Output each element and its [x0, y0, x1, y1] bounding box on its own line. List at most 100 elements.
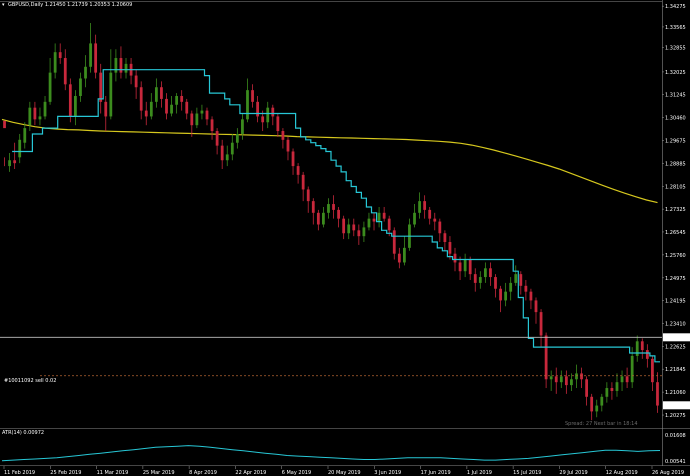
time-tick-label: 15 Jul 2019: [513, 470, 541, 476]
candle-body: [382, 212, 386, 219]
candle-body: [519, 274, 523, 286]
window-menu-icon[interactable]: ▾: [2, 2, 5, 8]
price-tick-label: 1.29675: [665, 139, 686, 145]
candle-body: [144, 110, 148, 117]
candle-body: [580, 373, 583, 380]
candle-body: [286, 139, 290, 152]
candle-body: [99, 72, 103, 102]
candle-body: [180, 95, 184, 102]
candle-body: [301, 174, 305, 190]
candle-body: [413, 212, 416, 225]
candle-body: [175, 95, 179, 105]
current-price-badge: 1.20609: [663, 401, 690, 410]
candle-body: [570, 379, 573, 386]
price-tick-label: 1.20275: [665, 413, 686, 419]
candle-body: [220, 145, 224, 161]
candle-body: [190, 113, 194, 126]
candle-body: [630, 355, 634, 383]
atr-tick-bottom: 0.00541: [665, 459, 686, 465]
candle-body: [215, 131, 219, 146]
atr-indicator-label: ATR(14) 0.00972: [2, 430, 45, 436]
candle-body: [458, 262, 462, 272]
candle-body: [367, 218, 371, 228]
candle-body: [165, 98, 168, 114]
price-tick-label: 1.32855: [665, 46, 686, 52]
candle-body: [372, 218, 376, 222]
candle-body: [84, 66, 87, 79]
moving-average-line: [1, 118, 658, 204]
candle-body: [483, 268, 487, 278]
candle-body: [3, 120, 6, 129]
price-tick-label: 1.28105: [665, 184, 686, 190]
candle-body: [281, 131, 285, 140]
time-tick-label: 25 Mar 2019: [143, 470, 175, 476]
candle-body: [149, 101, 153, 117]
candle-body: [276, 116, 280, 132]
current-price-text: 1.20609: [665, 403, 686, 409]
candle-body: [327, 204, 330, 213]
time-tick-label: 29 Jul 2019: [559, 470, 587, 476]
time-tick-label: 20 May 2019: [328, 470, 361, 476]
price-tick-label: 1.22625: [665, 344, 686, 350]
price-tick-label: 1.31245: [665, 93, 686, 99]
candle-body: [322, 212, 325, 225]
order-price-badge: 1.22937: [663, 333, 690, 342]
candle-body: [392, 230, 396, 254]
candle-body: [605, 388, 609, 397]
candle-body: [195, 113, 199, 126]
candle-body: [332, 204, 335, 210]
candle-body: [230, 142, 234, 155]
candle-body: [610, 388, 614, 391]
candle-body: [342, 218, 346, 234]
chart-frame: [0, 0, 690, 466]
candle-body: [306, 189, 310, 202]
price-axis[interactable]: 1.34275 1.33565 1.32855 1.32025 1.31245 1.304…: [662, 4, 686, 419]
time-tick-label: 26 Aug 2019: [652, 470, 684, 476]
candle-body: [18, 139, 22, 158]
candle-body: [256, 101, 259, 117]
candle-body: [225, 154, 229, 161]
candle-body: [200, 110, 204, 114]
candle-body: [453, 253, 457, 263]
price-tick-label: 1.33565: [665, 25, 686, 31]
candle-body: [362, 227, 366, 237]
candle-body: [119, 58, 123, 73]
candle-body: [139, 87, 143, 111]
candle-body: [423, 201, 427, 210]
candle-body: [43, 101, 47, 117]
price-tick-label: 1.26545: [665, 230, 686, 236]
candle-body: [13, 160, 17, 164]
candle-body: [529, 291, 533, 301]
candle-body: [185, 101, 189, 114]
candle-body: [38, 116, 42, 120]
atr-indicator-line: [1, 445, 661, 462]
candle-body: [235, 133, 239, 143]
atr-axis: 0.01608 0.00541: [665, 433, 686, 465]
candle-body: [559, 376, 563, 383]
candle-body: [266, 107, 270, 123]
candle-body: [549, 376, 553, 380]
candle-body: [433, 218, 437, 222]
candle-body: [509, 282, 513, 292]
candle-body: [377, 212, 381, 222]
candle-body: [48, 72, 52, 102]
candle-body: [615, 382, 619, 391]
candle-body: [124, 63, 128, 73]
candle-body: [210, 119, 214, 132]
candle-body: [114, 58, 118, 73]
candlestick-series: [3, 22, 659, 421]
candle-body: [79, 78, 82, 96]
time-tick-label: 1 Jul 2019: [467, 470, 492, 476]
candle-body: [296, 166, 300, 175]
order-line-label[interactable]: #10011092 sell 0.02: [4, 378, 57, 384]
chart-header-label: GBPUSD,Daily 1.21450 1.21739 1.20353 1.2…: [8, 2, 133, 8]
price-tick-label: 1.27325: [665, 207, 686, 213]
candle-body: [403, 247, 406, 263]
time-tick-label: 11 Feb 2019: [4, 470, 35, 476]
spread-info-label: Spread: 27 Next bar in 18:14: [565, 421, 638, 427]
candle-body: [418, 201, 421, 213]
candle-body: [74, 95, 77, 117]
candle-body: [651, 358, 654, 383]
